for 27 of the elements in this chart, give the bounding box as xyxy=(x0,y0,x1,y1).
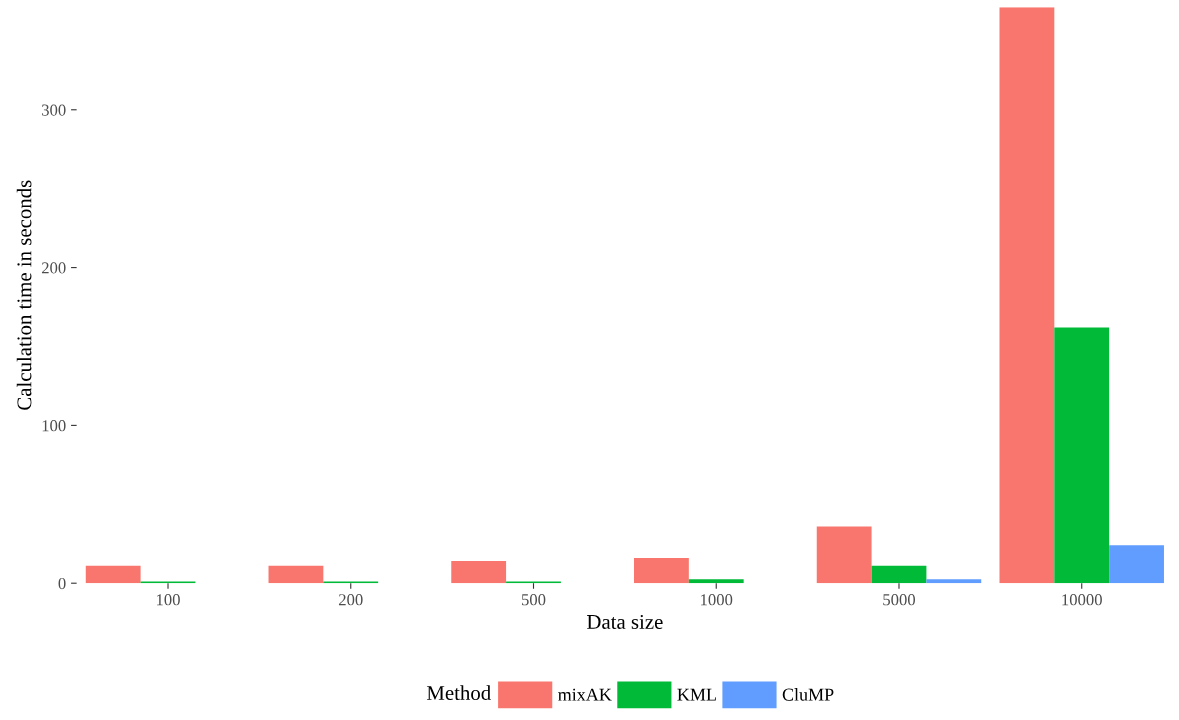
x-tick-label: 200 xyxy=(338,594,363,606)
bar xyxy=(85,565,141,584)
bar xyxy=(688,579,744,584)
y-tick-label: 0 xyxy=(58,577,66,590)
x-tick-label: 10000 xyxy=(1062,594,1102,606)
y-axis-title: Calculation time in seconds xyxy=(16,180,32,410)
bar xyxy=(451,561,507,584)
legend-label: mixAK xyxy=(558,688,612,701)
x-tick-label: 100 xyxy=(156,594,180,606)
bar xyxy=(634,557,689,584)
x-axis-title: Data size xyxy=(587,614,663,629)
x-tick-label: 500 xyxy=(521,594,546,606)
y-tick-label: 300 xyxy=(42,104,66,116)
bar xyxy=(816,526,872,584)
bar xyxy=(268,565,324,584)
y-tick-label: 100 xyxy=(42,420,66,432)
legend-label: KML xyxy=(677,688,716,701)
legend-title: Method xyxy=(426,685,491,701)
bar xyxy=(999,7,1055,584)
legend-label: CluMP xyxy=(782,688,834,701)
x-tick-label: 5000 xyxy=(883,594,916,606)
bar xyxy=(871,565,927,584)
bar xyxy=(1109,545,1164,584)
x-tick-label: 1000 xyxy=(701,594,733,606)
bar xyxy=(1054,327,1110,584)
y-tick-label: 200 xyxy=(41,262,66,274)
bar xyxy=(926,579,982,584)
